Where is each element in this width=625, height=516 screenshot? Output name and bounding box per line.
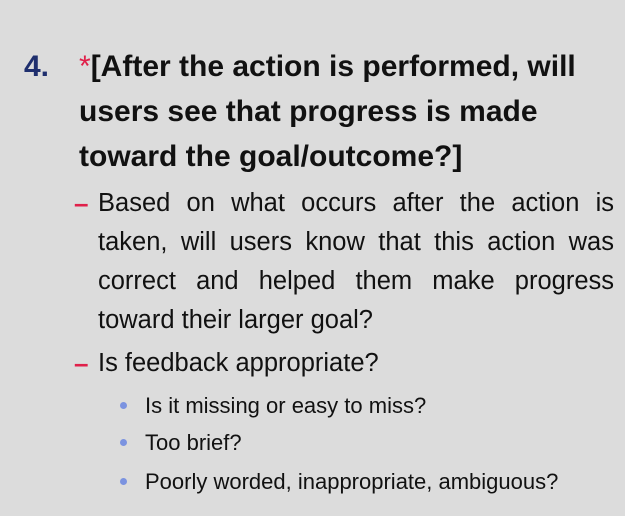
subpoint-1-text: Is it missing or easy to miss? [145, 393, 427, 418]
point-1-text: Based on what occurs after the action is… [98, 189, 614, 334]
heading-text: *[After the action is performed, will us… [79, 44, 599, 179]
dash-bullet-icon: – [74, 188, 89, 218]
dot-bullet-icon [120, 402, 127, 409]
heading-question: [After the action is performed, will use… [79, 50, 576, 173]
required-asterisk: * [79, 50, 91, 83]
subpoint-3-text: Poorly worded, inappropriate, ambiguous? [145, 469, 559, 494]
point-2-text: Is feedback appropriate? [98, 349, 379, 377]
dot-bullet-icon [120, 439, 127, 446]
subpoint-2-text: Too brief? [145, 430, 242, 455]
heading-number: 4. [24, 50, 50, 83]
dash-bullet-icon: – [74, 348, 89, 378]
dot-bullet-icon [120, 478, 127, 485]
